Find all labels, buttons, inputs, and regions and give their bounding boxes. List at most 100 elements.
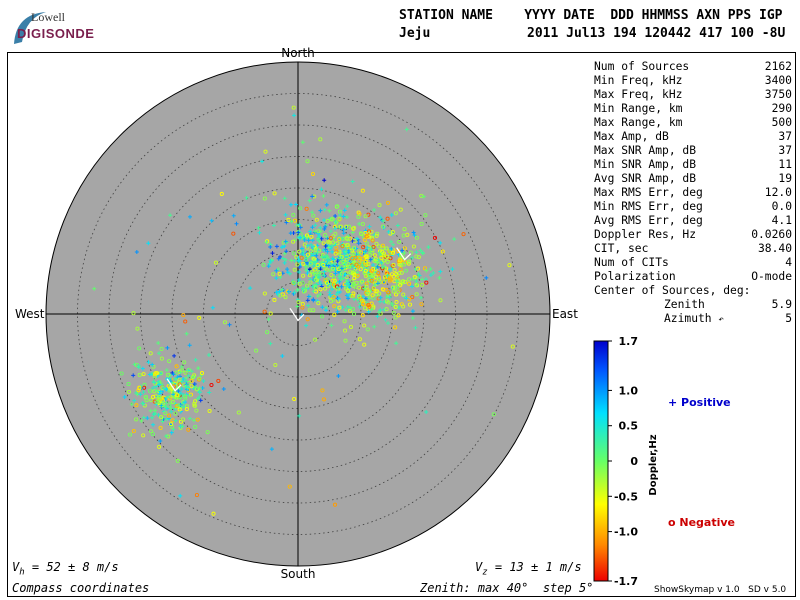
positive-source-point <box>376 257 381 262</box>
positive-source-point <box>322 269 327 274</box>
positive-source-point <box>305 271 310 276</box>
positive-source-point <box>317 233 322 238</box>
positive-source-point <box>317 266 322 271</box>
negative-source-point <box>419 221 424 227</box>
positive-source-point <box>391 242 396 247</box>
negative-source-point <box>324 280 330 285</box>
stat-value: 500 <box>771 116 792 129</box>
negative-source-point <box>401 233 406 238</box>
negative-source-point <box>295 262 300 267</box>
positive-source-point <box>310 238 315 243</box>
positive-source-point <box>274 290 279 295</box>
positive-source-point <box>332 261 337 266</box>
negative-source-point <box>376 277 381 282</box>
negative-source-point <box>384 299 389 304</box>
negative-source-point <box>291 251 297 256</box>
negative-source-point <box>374 241 379 246</box>
positive-source-point <box>379 260 384 265</box>
positive-source-point <box>310 225 315 230</box>
positive-source-point <box>304 267 309 272</box>
vz-value: = 13 ± 1 m/s <box>487 560 582 574</box>
negative-legend: o Negative <box>668 516 735 529</box>
positive-source-point <box>335 263 340 268</box>
positive-source-point <box>141 415 146 420</box>
negative-source-point <box>398 258 403 263</box>
positive-source-point <box>278 275 283 280</box>
negative-source-point <box>347 264 352 269</box>
positive-source-point <box>438 269 443 274</box>
negative-source-point <box>385 259 390 264</box>
negative-source-point <box>311 256 316 261</box>
positive-source-point <box>284 249 289 254</box>
negative-source-point <box>335 204 340 209</box>
positive-source-point <box>351 282 356 287</box>
negative-source-point <box>301 261 306 266</box>
positive-source-point <box>320 305 325 310</box>
negative-source-point <box>386 290 391 295</box>
positive-source-point <box>389 213 394 218</box>
positive-source-point <box>376 310 381 315</box>
negative-source-point <box>261 262 266 267</box>
positive-source-point <box>395 223 400 228</box>
positive-source-point <box>92 286 97 291</box>
positive-source-point <box>282 244 287 249</box>
positive-source-point <box>306 294 311 299</box>
positive-source-point <box>157 382 162 387</box>
negative-source-point <box>405 232 410 237</box>
negative-source-point <box>205 430 210 435</box>
negative-source-point <box>367 273 372 278</box>
colorbar-tick-label: 0 <box>630 455 638 468</box>
positive-source-point <box>369 307 374 312</box>
positive-source-point <box>375 264 380 269</box>
positive-source-point <box>386 229 391 234</box>
positive-source-point <box>277 289 282 294</box>
negative-source-point <box>209 382 214 388</box>
negative-source-point <box>334 245 339 250</box>
negative-source-point <box>291 280 296 285</box>
negative-source-point <box>407 297 412 302</box>
positive-source-point <box>165 345 170 350</box>
positive-source-point <box>330 249 335 254</box>
positive-source-point <box>333 226 338 231</box>
positive-source-point <box>132 398 137 403</box>
negative-source-point <box>313 277 318 282</box>
negative-source-point <box>386 292 392 297</box>
stat-label: Avg SNR Amp, dB <box>594 172 697 185</box>
negative-source-point <box>378 279 383 285</box>
negative-source-point <box>183 370 188 375</box>
positive-source-point <box>164 368 169 373</box>
positive-source-point <box>309 242 314 247</box>
stat-label: Min SNR Amp, dB <box>594 158 697 171</box>
positive-source-point <box>281 256 286 261</box>
negative-source-point <box>126 389 131 394</box>
negative-source-point <box>364 262 369 267</box>
stat-value: 0.0260 <box>751 228 792 241</box>
positive-source-point <box>351 264 356 269</box>
negative-source-point <box>344 275 349 280</box>
stat-row: Doppler Res, Hz 0.0260 <box>594 228 792 241</box>
positive-source-point <box>136 363 141 368</box>
positive-source-point <box>148 408 153 413</box>
negative-source-point <box>301 289 306 294</box>
positive-source-point <box>201 378 206 383</box>
positive-source-point <box>196 366 201 371</box>
negative-source-point <box>372 253 377 258</box>
positive-source-point <box>385 273 390 278</box>
negative-source-point <box>353 255 358 260</box>
negative-source-point <box>157 399 162 404</box>
negative-source-point <box>385 200 391 205</box>
negative-source-point <box>381 224 386 229</box>
negative-source-point <box>366 290 371 295</box>
positive-source-point <box>341 276 346 281</box>
negative-source-point <box>297 249 302 254</box>
negative-source-point <box>316 301 321 306</box>
negative-source-point <box>186 427 191 432</box>
stat-label: Num of Sources <box>594 60 690 73</box>
header-values: 2011 Jul13 194 120442 417 100 -8U <box>527 26 786 41</box>
negative-source-point <box>367 252 372 258</box>
negative-source-point <box>332 304 337 309</box>
positive-source-point <box>268 341 273 346</box>
logo-top-text: Lowell <box>31 10 65 24</box>
negative-source-point <box>331 282 337 287</box>
negative-source-point <box>127 432 133 437</box>
